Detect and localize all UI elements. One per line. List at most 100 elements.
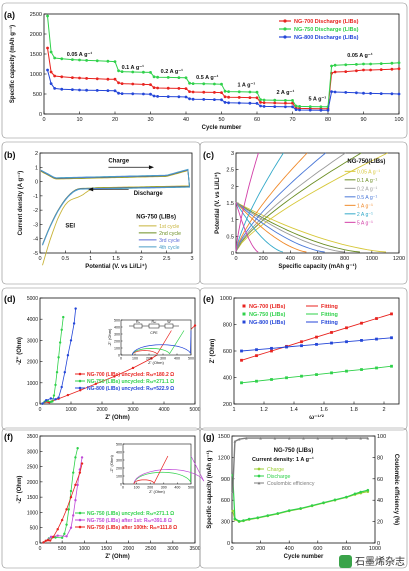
data-point [344,91,348,94]
data-point [273,98,277,102]
x-tick-label: 20 [112,117,118,123]
x-tick-label: 3500 [189,546,200,552]
data-point [191,90,195,94]
y-tick-label: 1000 [27,381,38,387]
data-point [60,536,64,540]
data-point [322,501,325,504]
data-point [256,516,260,519]
data-point [85,88,88,92]
data-point [80,456,84,459]
rate-annotation: 0.05 A g⁻¹ [67,51,93,58]
y-axis-label: Z' (Ohm) [210,339,216,363]
y2-tick-label: 80 [377,455,383,461]
legend-label: 0.2 A g⁻¹ [357,186,378,192]
data-point [245,436,248,440]
x-tick-label: 1200 [393,256,405,262]
data-point [52,535,55,539]
y-tick-label: 0 [231,251,234,257]
data-point [390,312,393,316]
data-point [78,471,82,474]
y-axis-label: Potential (V. vs Li/Li⁺) [214,172,221,234]
data-point [390,336,393,340]
x-tick-label: 0 [230,546,233,552]
data-point [71,76,74,79]
x-tick-label: 1.2 [260,407,268,413]
y-tick-label: 2 [35,151,38,157]
y-tick-label: 1000 [30,72,42,78]
legend-title: NG-750(LIBs) [347,159,385,165]
nyquist-line [42,317,64,404]
data-point [379,68,383,71]
data-point [79,389,82,392]
y-axis-label: Specific capacity (mAh g⁻¹) [9,25,16,103]
data-point [188,97,191,101]
data-point [63,371,66,374]
data-point [202,98,206,101]
inset-y-tick-label: 0 [120,482,122,486]
data-point [375,317,378,320]
inset-y-tick-label: 400 [116,450,122,454]
data-point [231,509,235,513]
x-tick-label: 10 [76,117,82,123]
x-axis-label: Z' (Ohm) [105,554,129,560]
data-point [240,381,243,385]
data-point [53,56,57,60]
data-point [262,105,266,108]
legend-marker [242,312,246,316]
data-point [284,101,287,105]
x-tick-label: 2 [140,256,143,262]
data-point [220,91,223,94]
x-tick-label: 60 [254,117,260,123]
plot-frame [39,297,196,405]
data-point [188,90,191,93]
y2-axis-label: Coulombic efficiency (%) [393,454,399,525]
inset-x-tick-label: 100 [134,486,140,490]
panel-border [1,2,408,139]
x-tick-label: 3000 [167,546,178,552]
data-point [223,95,227,99]
legend-label: 1st cycle [159,224,179,230]
data-point [308,108,312,112]
data-point [262,101,266,105]
x-tick-label: 1000 [65,407,76,413]
circuit-resistor [148,323,160,329]
x-tick-label: 400 [286,256,295,262]
x-axis-label: ω⁻¹ᐟ² [309,414,324,421]
data-point [360,368,363,371]
x-tick-label: 600 [313,546,322,552]
y-tick-label: 1 [231,218,234,224]
data-point [120,82,124,85]
x-tick-label: 50 [218,117,224,123]
data-point [156,86,160,90]
data-point [177,87,181,90]
data-point [285,376,288,380]
x-axis-label: Cycle number [284,554,324,560]
data-point [240,349,243,353]
data-point [360,321,363,325]
panel-label: (e) [203,294,214,304]
legend-label: NG-750 Discharge (LIBs) [294,27,359,33]
y-tick-label: 3000 [27,449,38,455]
data-point [202,90,206,94]
data-point [344,63,348,67]
rate-annotation: 0.1 A g⁻¹ [122,64,145,71]
charge-curve [235,152,259,252]
legend-label: NG-700 (LIBs) uncycled: Rₕₜ=180.2 Ω [87,372,174,378]
y-tick-label: 0 [35,402,38,408]
data-point [223,101,227,104]
rate-annotation: 0.5 A g⁻¹ [196,74,219,81]
data-point [291,99,294,102]
data-point [46,539,50,542]
legend-marker [242,320,246,324]
data-point [360,339,363,342]
data-point [223,89,227,93]
data-point [51,400,54,403]
inset-y-axis-label: -Z'' (Ohm) [109,454,114,472]
y-tick-label: 3 [231,151,234,157]
data-point [237,90,241,94]
y-tick-label: 5000 [27,296,38,302]
discharge-curve [235,201,387,253]
legend-label: 2nd cycle [159,231,181,237]
data-point [58,341,62,344]
data-point [85,59,88,62]
